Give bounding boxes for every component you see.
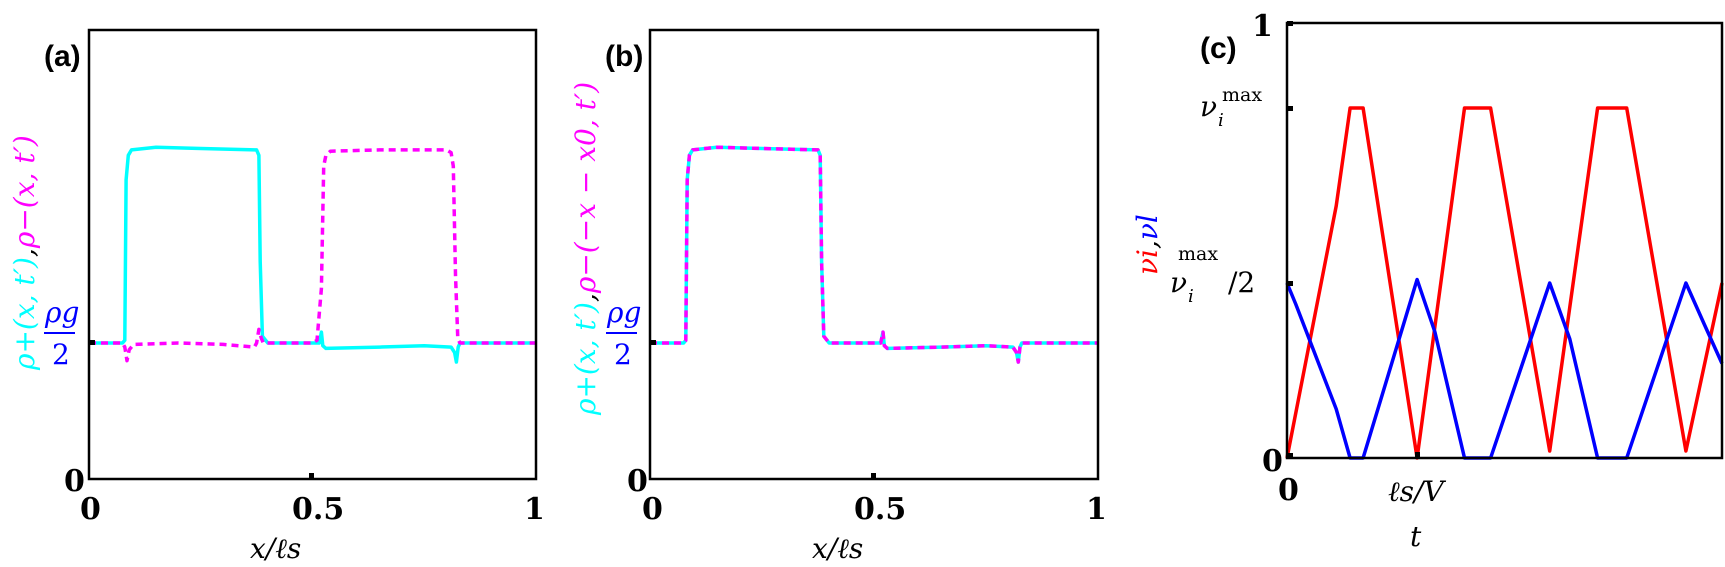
axes-frame-b xyxy=(648,28,1100,481)
ytick-top-c: 1 xyxy=(1252,9,1273,44)
ylabel-b-sep: , xyxy=(569,293,602,302)
tick-mark-b-y-rho xyxy=(650,340,656,345)
axes-frame-a xyxy=(87,28,538,481)
tick-mark-b-x-half xyxy=(871,473,876,479)
ytick-max-sup-c: max xyxy=(1222,84,1262,106)
xtick-1-b: 1 xyxy=(1086,492,1107,527)
ytick-rho-num-a: ρg xyxy=(44,296,79,329)
xtick-zero-c: 0 xyxy=(1278,473,1299,508)
xtick-0-b: 0 xyxy=(642,492,663,527)
axes-frame-c xyxy=(1285,21,1724,460)
ytick-rho-b: ρg 2 xyxy=(606,296,641,371)
series-line xyxy=(1285,277,1724,460)
ylabel-c-nu-i: νi xyxy=(1131,249,1164,275)
ytick-max-base-c: ν xyxy=(1200,90,1217,123)
ytick-rho-den-b: 2 xyxy=(614,338,632,371)
ylabel-b: ρ+(x, t′),ρ−(−x − x0, t′) xyxy=(569,82,602,416)
ylabel-c-sep: , xyxy=(1131,240,1164,249)
xtick-0-a: 0 xyxy=(80,492,101,527)
panel-c: (c) 1 0 0 ν i max ν i max /2 ℓs/V t νi,ν… xyxy=(1131,9,1724,553)
tick-mark-c-y-max xyxy=(1287,106,1293,111)
panel-label-a: (a) xyxy=(44,40,81,73)
xlabel-b-text: x/ℓs xyxy=(812,532,863,565)
ylabel-a-plus: ρ+(x, t′) xyxy=(8,257,41,371)
xtick-half-a: 0.5 xyxy=(292,492,344,527)
ytick-rho-a: ρg 2 xyxy=(44,296,79,371)
series-line xyxy=(650,145,1098,364)
panel-b: (b) 0 0 0.5 1 x/ℓs ρg 2 ρ+(x, t′),ρ−(−x … xyxy=(569,28,1107,565)
tick-mark-c-y-top xyxy=(1287,21,1293,26)
ytick-half-suffix-c: /2 xyxy=(1228,266,1255,299)
xtick-1-a: 1 xyxy=(524,492,545,527)
ytick-rho-num-b: ρg xyxy=(606,296,641,329)
ylabel-a: ρ+(x, t′),ρ−(x, t′) xyxy=(8,135,41,371)
ytick-half-c: ν i max /2 xyxy=(1170,243,1255,307)
ylabel-b-minus: ρ−(−x − x0, t′) xyxy=(569,82,602,294)
svg-text:ρ+(x, t′),ρ−(−x − x0, t′): ρ+(x, t′),ρ−(−x − x0, t′) xyxy=(569,82,602,416)
ytick-max-sub-c: i xyxy=(1218,110,1224,131)
ylabel-a-minus: ρ−(x, t′) xyxy=(8,135,41,249)
tick-mark-c-x-lsv xyxy=(1415,452,1420,458)
ylabel-b-plus: ρ+(x, t′) xyxy=(569,302,602,416)
ylabel-c-nu-l: νl xyxy=(1131,214,1164,240)
ytick-max-c: ν i max xyxy=(1200,84,1262,131)
tick-mark-a-x-half xyxy=(309,473,314,479)
series-line xyxy=(650,145,1098,364)
series-line xyxy=(89,148,536,363)
tick-mark-a-y-rho xyxy=(89,340,95,345)
panel-label-c: (c) xyxy=(1200,32,1237,65)
tick-mark-c-y-half xyxy=(1287,281,1293,286)
xtick-half-b: 0.5 xyxy=(854,492,906,527)
xtick-lsv-c: ℓs/V xyxy=(1388,475,1446,508)
series-line xyxy=(1285,106,1724,460)
svg-text:ρ+(x, t′),ρ−(x, t′): ρ+(x, t′),ρ−(x, t′) xyxy=(8,135,41,371)
plot-area-b xyxy=(650,145,1098,364)
series-line xyxy=(89,145,536,364)
xlabel-c: t xyxy=(1410,520,1422,553)
ytick-half-sup-c: max xyxy=(1178,243,1218,265)
ytick-zero-b: 0 xyxy=(627,464,648,499)
plot-area-c xyxy=(1285,106,1724,460)
xlabel-a: x/ℓs xyxy=(250,532,301,565)
ytick-zero-a: 0 xyxy=(64,464,85,499)
tick-mark-c-y-zero xyxy=(1287,453,1293,458)
ylabel-a-sep: , xyxy=(8,248,41,257)
xlabel-a-text: x/ℓs xyxy=(250,532,301,565)
ylabel-c: νi,νl xyxy=(1131,214,1164,275)
xlabel-b: x/ℓs xyxy=(812,532,863,565)
ytick-rho-den-a: 2 xyxy=(52,338,70,371)
ytick-half-base-c: ν xyxy=(1170,266,1187,299)
ytick-zero-c: 0 xyxy=(1262,444,1283,479)
plot-area-a xyxy=(89,145,536,364)
svg-text:νi,νl: νi,νl xyxy=(1131,214,1164,275)
panel-a: (a) 0 0 0.5 1 x/ℓs ρg 2 ρ+(x, t′),ρ−(x, … xyxy=(8,28,545,565)
panel-label-b: (b) xyxy=(605,40,643,73)
ytick-half-sub-c: i xyxy=(1188,286,1194,307)
